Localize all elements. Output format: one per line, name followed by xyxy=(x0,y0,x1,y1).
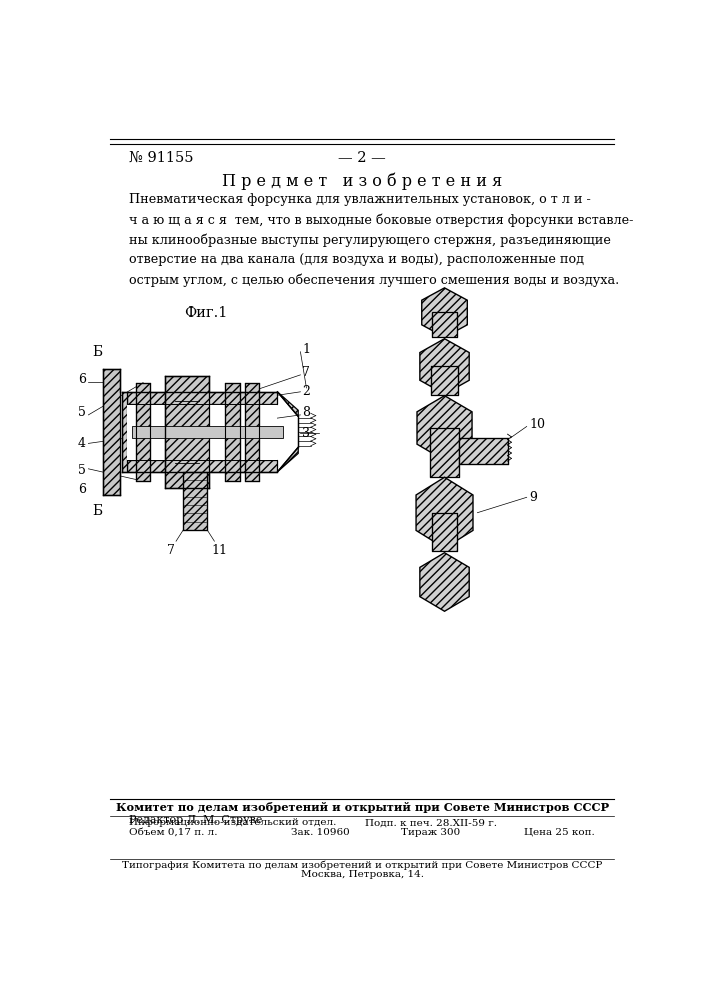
Bar xyxy=(431,366,457,395)
Text: 11: 11 xyxy=(212,544,228,556)
Text: 5: 5 xyxy=(78,406,86,419)
Polygon shape xyxy=(277,447,298,472)
Polygon shape xyxy=(420,553,469,611)
Text: Цена 25 коп.: Цена 25 коп. xyxy=(525,828,595,837)
Bar xyxy=(132,426,283,438)
Bar xyxy=(459,438,508,464)
Text: отверстие на два канала (для воздуха и воды), расположенные под: отверстие на два канала (для воздуха и в… xyxy=(129,253,585,266)
Polygon shape xyxy=(416,477,473,548)
Text: 10: 10 xyxy=(530,418,546,431)
Bar xyxy=(122,392,127,472)
Text: 1: 1 xyxy=(302,343,310,356)
Text: Тираж 300: Тираж 300 xyxy=(401,828,460,837)
Text: Пневматическая форсунка для увлажнительных установок, о т л и -: Пневматическая форсунка для увлажнительн… xyxy=(129,193,591,206)
Text: 3: 3 xyxy=(302,427,310,440)
Text: 6: 6 xyxy=(78,373,86,386)
Text: Типография Комитета по делам изобретений и открытий при Совете Министров СССР: Типография Комитета по делам изобретений… xyxy=(122,861,602,870)
Text: 8: 8 xyxy=(302,406,310,419)
Text: острым углом, с целью обеспечения лучшего смешения воды и воздуха.: острым углом, с целью обеспечения лучшег… xyxy=(129,273,620,287)
Text: 6: 6 xyxy=(78,483,86,496)
Bar xyxy=(127,392,277,404)
Bar xyxy=(183,472,207,530)
Text: Фиг.1: Фиг.1 xyxy=(185,306,228,320)
Bar xyxy=(127,460,277,472)
Polygon shape xyxy=(277,392,298,416)
Bar xyxy=(103,369,120,495)
Bar xyxy=(431,428,459,477)
Bar xyxy=(136,383,151,481)
Bar xyxy=(165,376,209,488)
Text: 9: 9 xyxy=(530,491,537,504)
Bar xyxy=(245,383,259,481)
Bar xyxy=(433,312,457,337)
Text: 4: 4 xyxy=(78,437,86,450)
Text: ны клинообразные выступы регулирующего стержня, разъединяющие: ны клинообразные выступы регулирующего с… xyxy=(129,233,612,247)
Text: Подп. к печ. 28.XII-59 г.: Подп. к печ. 28.XII-59 г. xyxy=(365,818,496,827)
Text: 5: 5 xyxy=(78,464,86,477)
Text: Б: Б xyxy=(92,504,103,518)
Text: — 2 —: — 2 — xyxy=(339,151,386,165)
Text: 7: 7 xyxy=(167,544,175,556)
Text: Москва, Петровка, 14.: Москва, Петровка, 14. xyxy=(301,870,423,879)
Bar xyxy=(226,383,240,481)
Text: Информационно-издательский отдел.: Информационно-издательский отдел. xyxy=(129,818,337,827)
Text: ч а ю щ а я с я  тем, что в выходные боковые отверстия форсунки вставле-: ч а ю щ а я с я тем, что в выходные боко… xyxy=(129,213,634,227)
Text: Зак. 10960: Зак. 10960 xyxy=(291,828,350,837)
Bar xyxy=(432,513,457,551)
Polygon shape xyxy=(417,396,472,460)
Text: № 91155: № 91155 xyxy=(129,151,194,165)
Bar xyxy=(127,404,277,460)
Polygon shape xyxy=(420,339,469,394)
Text: Фиг.2: Фиг.2 xyxy=(426,306,469,320)
Text: П р е д м е т   и з о б р е т е н и я: П р е д м е т и з о б р е т е н и я xyxy=(222,172,503,190)
Text: Объем 0,17 п. л.: Объем 0,17 п. л. xyxy=(129,828,218,837)
Text: Редактор Л. М. Струве: Редактор Л. М. Струве xyxy=(129,815,263,825)
Text: 2: 2 xyxy=(302,385,310,398)
Text: Б: Б xyxy=(92,345,103,359)
Text: Комитет по делам изобретений и открытий при Совете Министров СССР: Комитет по делам изобретений и открытий … xyxy=(116,802,609,813)
Polygon shape xyxy=(422,288,467,337)
Text: 7: 7 xyxy=(302,366,310,379)
